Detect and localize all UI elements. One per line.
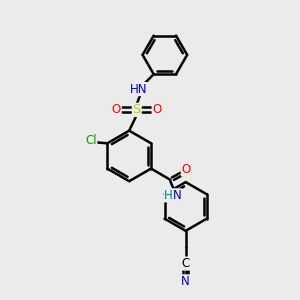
Text: Cl: Cl bbox=[85, 134, 97, 147]
Text: O: O bbox=[181, 163, 190, 176]
Text: O: O bbox=[112, 103, 121, 116]
Text: O: O bbox=[152, 103, 161, 116]
Text: N: N bbox=[181, 275, 190, 288]
Text: C: C bbox=[182, 257, 190, 270]
Text: S: S bbox=[132, 103, 141, 116]
Text: N: N bbox=[173, 189, 182, 202]
Text: HN: HN bbox=[130, 82, 148, 96]
Text: H: H bbox=[164, 189, 173, 202]
